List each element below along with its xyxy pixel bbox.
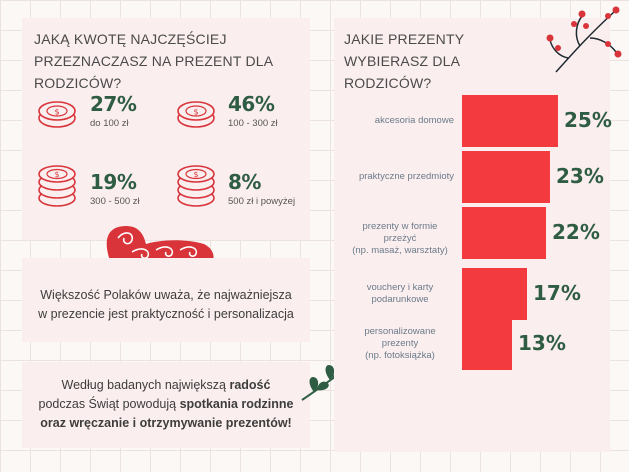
gift-bar-label: praktyczne przedmioty: [346, 171, 454, 183]
message-fragment: podczas Świąt powodują: [38, 397, 180, 411]
amount-stat: 46% 100 - 300 zł: [228, 92, 278, 129]
gift-bar-label: personalizowane prezenty (np. fotoksiążka): [346, 326, 454, 362]
message-emphasis: radość: [229, 378, 271, 392]
gift-bar-label-line: akcesoria domowe: [374, 115, 454, 126]
gift-bar-value: 23%: [556, 164, 604, 188]
amount-label: do 100 zł: [90, 118, 129, 129]
coin-icon: $: [38, 101, 76, 128]
amount-stat: 8% 500 zł i powyżej: [228, 170, 295, 207]
coin-icon: $: [177, 101, 215, 128]
gift-bar: [462, 268, 527, 320]
gift-bar-label-line: personalizowane: [364, 326, 436, 337]
gift-bar-label: vouchery i karty podarunkowe: [346, 282, 454, 306]
amount-pct: 8%: [228, 170, 261, 194]
gift-bar: [462, 95, 558, 147]
gift-bar-label-line: praktyczne przedmioty: [358, 171, 454, 182]
gift-bar-value: 13%: [518, 331, 566, 355]
gift-bar: [462, 318, 512, 370]
svg-text:$: $: [54, 108, 59, 117]
amount-stat: 27% do 100 zł: [90, 92, 137, 129]
gift-bar-label-line: vouchery i karty: [366, 282, 434, 293]
message-fragment: Według badanych największą: [61, 378, 230, 392]
gifts-title: JAKIE PREZENTY WYBIERASZ DLA RODZICÓW?: [344, 31, 465, 91]
amount-stat: 19% 300 - 500 zł: [90, 170, 140, 207]
gift-bar-label: prezenty w formie przeżyć (np. masaż, war…: [346, 221, 454, 257]
gift-bar: [462, 151, 550, 203]
gift-bar-label-line: (np. fotoksiążka): [365, 350, 435, 361]
message-line: w prezencie jest praktyczność i personal…: [38, 307, 294, 321]
amount-label: 100 - 300 zł: [228, 118, 278, 129]
message-text: Większość Polaków uważa, że najważniejsz…: [22, 286, 310, 324]
svg-text:$: $: [55, 170, 60, 179]
gift-bar-label-line: prezenty: [381, 338, 419, 349]
message-text: Według badanych największą radość podcza…: [22, 376, 310, 433]
message-emphasis: spotkania rodzinne: [179, 397, 294, 411]
gift-bar: [462, 207, 546, 259]
amount-title: JAKĄ KWOTĘ NAJCZĘŚCIEJ PRZEZNACZASZ NA P…: [34, 31, 273, 91]
berry-branch-icon: [546, 6, 622, 73]
svg-text:$: $: [193, 108, 198, 117]
amount-label: 300 - 500 zł: [90, 196, 140, 207]
coin-stack-icon: $: [177, 165, 215, 207]
message-panel: [22, 258, 310, 342]
amount-pct: 27%: [90, 92, 137, 116]
gift-bar-value: 17%: [533, 281, 581, 305]
amount-label: 500 zł i powyżej: [228, 196, 296, 207]
amount-pct: 19%: [90, 170, 137, 194]
gift-bar-value: 25%: [564, 108, 612, 132]
message-panel: [22, 362, 310, 448]
gift-bar-value: 22%: [552, 220, 600, 244]
coin-stack-icon: $: [38, 165, 76, 207]
message-emphasis: oraz wręczanie i otrzymywanie prezentów!: [40, 416, 292, 430]
message-line: Większość Polaków uważa, że najważniejsz…: [40, 288, 292, 302]
gift-bar-label: akcesoria domowe: [346, 115, 454, 127]
gift-bar-label-line: (np. masaż, warsztaty): [352, 245, 448, 256]
amount-pct: 46%: [228, 92, 275, 116]
svg-text:$: $: [194, 170, 199, 179]
gift-bar-label-line: prezenty w formie przeżyć: [362, 221, 438, 244]
gift-bar-label-line: podarunkowe: [371, 294, 429, 305]
